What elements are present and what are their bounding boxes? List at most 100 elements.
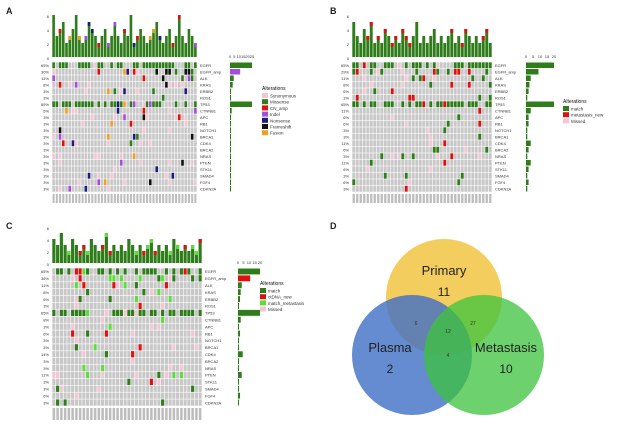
cell [422, 114, 426, 121]
cell [52, 302, 56, 310]
cell [61, 166, 65, 173]
cell [177, 94, 181, 101]
cell [116, 101, 120, 108]
cell [123, 94, 126, 101]
cell [116, 309, 120, 316]
cell [123, 295, 127, 303]
cell [359, 62, 363, 69]
cell [116, 289, 120, 296]
cell [177, 172, 181, 179]
cell [116, 351, 120, 358]
cell [411, 107, 415, 114]
side-bar [238, 303, 240, 309]
cell [108, 337, 112, 344]
cell [158, 75, 162, 82]
cell [383, 75, 387, 82]
cell [397, 101, 401, 108]
bar [387, 36, 391, 57]
cell [165, 107, 168, 114]
cell [158, 146, 162, 153]
cell [71, 275, 75, 282]
cell [467, 140, 471, 147]
sample-label [352, 194, 355, 203]
cell [457, 81, 461, 88]
cell [58, 81, 62, 88]
cell [481, 94, 485, 101]
cell [436, 114, 440, 121]
cell [116, 399, 120, 406]
cell [84, 75, 88, 82]
bar-segment [107, 43, 110, 47]
sample-label [108, 408, 112, 420]
cell [168, 146, 171, 153]
cell [145, 166, 149, 173]
cell [78, 127, 81, 134]
cell [176, 316, 180, 323]
sample-label [422, 194, 425, 203]
cell [100, 107, 104, 114]
cell [101, 364, 105, 372]
cell [89, 364, 93, 372]
side-bar [526, 95, 528, 101]
cell [478, 127, 482, 134]
row-percent: 3% [43, 115, 49, 120]
cell [191, 268, 195, 275]
cell [183, 378, 187, 385]
cell [74, 344, 78, 351]
cell [397, 127, 401, 134]
cell [104, 371, 108, 379]
cell [481, 159, 485, 166]
cell [104, 309, 108, 316]
cell [78, 159, 81, 166]
sample-label [408, 194, 411, 203]
cell [81, 127, 84, 134]
cell [467, 185, 471, 192]
bar [139, 29, 142, 57]
cell [119, 378, 123, 385]
sample-label [157, 408, 161, 420]
cell [104, 282, 108, 289]
sample-label [489, 194, 492, 203]
cell [352, 185, 356, 192]
cell [119, 81, 123, 88]
cell [383, 153, 387, 160]
cell [74, 172, 78, 179]
cell [55, 75, 59, 82]
gene-label: FGF4 [495, 180, 506, 185]
cell [134, 371, 138, 379]
cell [488, 140, 492, 147]
cell [164, 330, 168, 337]
cell [116, 337, 120, 344]
cell [155, 94, 159, 101]
cell [355, 114, 359, 121]
cell [103, 88, 107, 95]
cell [56, 371, 60, 379]
bar [126, 36, 130, 57]
cell [471, 185, 475, 192]
cell [355, 146, 359, 153]
bar [110, 36, 113, 57]
cell [63, 282, 67, 289]
cell [129, 68, 133, 75]
cell [488, 153, 492, 160]
cell [86, 323, 90, 330]
cell [352, 94, 356, 101]
bar [467, 36, 471, 57]
cell [177, 107, 181, 114]
cell [432, 107, 436, 114]
bar [401, 29, 405, 57]
cell [149, 364, 153, 372]
cell [116, 385, 120, 392]
cell [380, 107, 384, 114]
cell [59, 399, 63, 406]
cell [471, 120, 475, 127]
cell [58, 146, 62, 153]
cell [119, 330, 123, 337]
cell [116, 378, 120, 385]
cell [71, 185, 75, 192]
cell [194, 399, 198, 406]
cell [460, 146, 464, 153]
cell [181, 81, 184, 88]
cell [174, 127, 178, 134]
cell [59, 275, 63, 282]
